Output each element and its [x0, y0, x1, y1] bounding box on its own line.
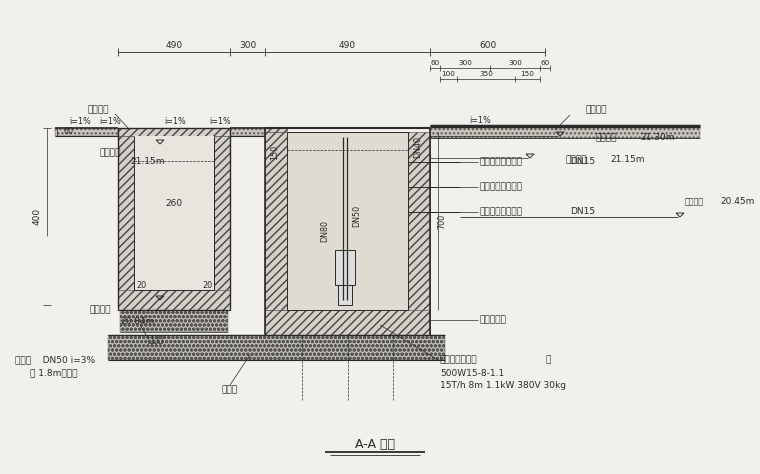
- Bar: [337, 285, 351, 305]
- Text: 隔 1.8m放一根: 隔 1.8m放一根: [30, 368, 78, 377]
- Bar: [120, 310, 228, 332]
- Text: 内圈可调直流喷头: 内圈可调直流喷头: [480, 157, 523, 166]
- Text: DN15: DN15: [570, 157, 595, 166]
- Text: 外圈可调直流喷头: 外圈可调直流喷头: [480, 208, 523, 217]
- Text: i=1%: i=1%: [69, 117, 91, 126]
- Text: 集水沟: 集水沟: [222, 385, 238, 394]
- Bar: [118, 136, 134, 305]
- Text: 600: 600: [479, 40, 496, 49]
- Bar: [214, 136, 230, 305]
- Text: DN15: DN15: [570, 208, 595, 217]
- Text: i=1%: i=1%: [164, 117, 186, 126]
- Text: 60: 60: [63, 128, 73, 137]
- Text: 260: 260: [166, 199, 182, 208]
- Bar: [118, 290, 230, 310]
- Bar: [287, 132, 408, 310]
- Text: 300: 300: [508, 60, 522, 66]
- Text: 绝对标高: 绝对标高: [100, 148, 122, 157]
- Text: 400: 400: [33, 208, 42, 225]
- Text: i=1%: i=1%: [209, 117, 231, 126]
- Text: 石板铺砌: 石板铺砌: [88, 106, 109, 115]
- Text: DN50: DN50: [353, 205, 362, 227]
- Text: 石板铺砌: 石板铺砌: [585, 106, 606, 115]
- Text: 绝对标高: 绝对标高: [565, 155, 587, 164]
- Bar: [230, 128, 265, 136]
- Text: 350: 350: [479, 71, 493, 77]
- Text: 300: 300: [458, 60, 472, 66]
- Text: 绝对标高: 绝对标高: [595, 134, 616, 143]
- Text: 排水管    DN50 i=3%: 排水管 DN50 i=3%: [15, 356, 95, 365]
- Text: 490: 490: [166, 40, 182, 49]
- Bar: [108, 335, 445, 360]
- Bar: [55, 128, 118, 136]
- Text: 15T/h 8m 1.1kW 380V 30kg: 15T/h 8m 1.1kW 380V 30kg: [440, 382, 566, 391]
- Text: 型: 型: [545, 356, 550, 365]
- Text: 300: 300: [239, 40, 256, 49]
- Text: 20: 20: [136, 281, 146, 290]
- Text: 500W15-8-1.1: 500W15-8-1.1: [440, 368, 504, 377]
- Text: 绝对标高: 绝对标高: [90, 306, 112, 315]
- Text: 150: 150: [521, 71, 534, 77]
- Text: i=1%: i=1%: [469, 116, 491, 125]
- Text: 60: 60: [540, 60, 549, 66]
- Text: DN80: DN80: [320, 220, 329, 242]
- Text: DN40: DN40: [413, 136, 423, 158]
- Bar: [334, 250, 354, 285]
- Bar: [118, 128, 230, 136]
- Bar: [408, 132, 430, 330]
- Text: 兼内圈潜水排污泵: 兼内圈潜水排污泵: [480, 182, 523, 191]
- Bar: [265, 128, 287, 132]
- Text: 60: 60: [430, 60, 439, 66]
- Bar: [134, 136, 214, 290]
- Text: 700: 700: [438, 213, 447, 228]
- Text: 100: 100: [442, 71, 455, 77]
- Text: 21.30m: 21.30m: [640, 134, 675, 143]
- Text: A-A 剖面: A-A 剖面: [355, 438, 395, 452]
- Text: 绝对标高: 绝对标高: [685, 198, 704, 207]
- Bar: [265, 310, 430, 335]
- Text: 20.84m: 20.84m: [120, 317, 154, 326]
- Text: 20: 20: [202, 281, 212, 290]
- Text: 工水沟: 工水沟: [147, 336, 163, 345]
- Text: 钢筋混凝土: 钢筋混凝土: [480, 316, 507, 325]
- Text: i=1%: i=1%: [99, 117, 121, 126]
- Text: 150: 150: [271, 145, 280, 160]
- Text: 20.45m: 20.45m: [720, 198, 755, 207]
- Text: 21.15m: 21.15m: [610, 155, 644, 164]
- Text: 490: 490: [339, 40, 356, 49]
- Text: 外圈潜水排污泵: 外圈潜水排污泵: [440, 356, 477, 365]
- Bar: [430, 126, 700, 138]
- Text: 21.15m: 21.15m: [130, 157, 164, 166]
- Bar: [265, 132, 287, 310]
